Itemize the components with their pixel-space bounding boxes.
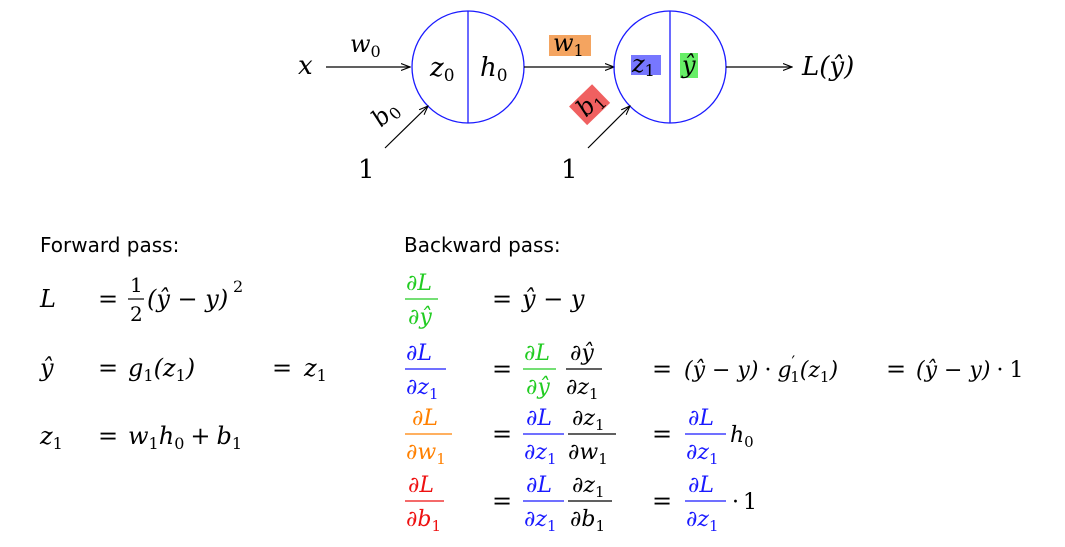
frac-db1-den: ∂b1 <box>406 507 441 535</box>
bwd-eq: = <box>492 285 512 313</box>
node-1-yhat: ŷ <box>681 51 696 79</box>
node-1-yhat-highlight <box>680 53 698 78</box>
frac-dL-num: ∂L <box>688 406 714 431</box>
bwd-h0: h0 <box>730 423 754 451</box>
bwd-chain-expr: (ŷ − y) · g′ 1(z1) <box>684 352 838 386</box>
bwd-row-db1: ∂L ∂b1 = ∂L ∂z1 ∂z1 ∂b1 = ∂L ∂z1 · 1 <box>405 473 757 535</box>
frac-dz1-den: ∂z1 <box>686 507 719 535</box>
forward-heading: Forward pass: <box>40 233 179 257</box>
node-1-z1: z1 <box>631 50 655 80</box>
node-0-h0: h0 <box>480 53 508 86</box>
fwd-z1-result: z1 <box>303 354 327 385</box>
fwd-eq-1: = <box>98 285 118 313</box>
fwd-half-den: 2 <box>130 302 143 326</box>
frac-dL-num: ∂L <box>526 406 552 431</box>
backward-pass: Backward pass: ∂L ∂ŷ = ŷ − y ∂L ∂z1 = ∂L… <box>404 233 1023 535</box>
frac-dyhat-den: ∂ŷ <box>408 305 432 330</box>
bwd-chain-final: (ŷ − y) · 1 <box>916 358 1023 383</box>
fwd-half-num: 1 <box>130 273 143 297</box>
bwd-times-one: · 1 <box>732 490 757 515</box>
input-x: x <box>298 51 313 81</box>
fwd-yhat: ŷ <box>39 354 54 382</box>
node-0-z0: z0 <box>429 53 455 86</box>
frac-dz1-num: ∂z1 <box>572 473 605 501</box>
fwd-sq-body: (ŷ − y) <box>147 285 228 313</box>
frac-dL-num: ∂L <box>526 473 552 498</box>
backward-heading: Backward pass: <box>404 233 561 257</box>
bwd-eq: = <box>652 487 672 515</box>
fwd-eq-2: = <box>98 354 118 382</box>
node-1-z1-highlight <box>631 55 661 75</box>
fwd-w1h0b1: w1h0 + b1 <box>128 422 242 453</box>
bias0-one: 1 <box>358 155 375 185</box>
bias1-one: 1 <box>561 155 578 185</box>
frac-dw1-den: ∂w1 <box>406 440 446 468</box>
network-diagram: x w0 z0 h0 b0 1 w1 z1 ŷ b1 1 L(ŷ) <box>298 10 854 185</box>
frac-dz1-den: ∂z1 <box>524 440 557 468</box>
fwd-g1z1: g1(z1) <box>128 354 195 385</box>
frac-dw1-den: ∂w1 <box>568 440 608 468</box>
weight-w1-highlight <box>549 35 591 56</box>
bwd-eq: = <box>492 487 512 515</box>
fwd-eq-4: = <box>98 422 118 450</box>
frac-dz1-den: ∂z1 <box>524 507 557 535</box>
bwd-eq: = <box>492 355 512 383</box>
frac-dyhat-num: ∂ŷ <box>570 341 594 366</box>
weight-w0: w0 <box>350 30 381 61</box>
bwd-eq: = <box>492 420 512 448</box>
fwd-eq-3: = <box>272 354 292 382</box>
frac-dL-num: ∂L <box>406 271 432 296</box>
fwd-sq-exp: 2 <box>233 277 243 296</box>
frac-dz1-num: ∂z1 <box>572 406 605 434</box>
bwd-eq: = <box>652 420 672 448</box>
bwd-eq: = <box>886 355 906 383</box>
bias-b1-highlight <box>569 84 611 126</box>
frac-dL-num: ∂L <box>406 341 432 366</box>
frac-dL-num: ∂L <box>688 473 714 498</box>
bwd-row-dyhat: ∂L ∂ŷ = ŷ − y <box>405 271 585 330</box>
frac-dz1-den: ∂z1 <box>566 375 599 403</box>
frac-dz1-den: ∂z1 <box>406 375 439 403</box>
edge-bias0-to-node0 <box>384 106 428 149</box>
bwd-row-dw1: ∂L ∂w1 = ∂L ∂z1 ∂z1 ∂w1 = ∂L ∂z1 h0 <box>405 406 754 468</box>
frac-dL-num: ∂L <box>524 341 550 366</box>
frac-db1-den: ∂b1 <box>570 507 605 535</box>
fwd-z1: z1 <box>39 422 63 453</box>
bias-b1-group: b1 <box>569 84 611 126</box>
frac-dz1-den: ∂z1 <box>686 440 719 468</box>
frac-dL-num: ∂L <box>412 406 438 431</box>
weight-w1: w1 <box>553 29 584 60</box>
bwd-yhat-minus-y: ŷ − y <box>521 285 585 313</box>
bias-b0: b0 <box>366 94 406 134</box>
frac-dyhat-den: ∂ŷ <box>526 375 550 400</box>
fwd-L: L <box>39 285 56 313</box>
bwd-eq: = <box>652 355 672 383</box>
loss-output: L(ŷ) <box>801 52 854 82</box>
edge-bias1-to-node1 <box>587 106 630 149</box>
bwd-row-dz1: ∂L ∂z1 = ∂L ∂ŷ ∂ŷ ∂z1 = (ŷ − y) · g′ 1(z1) … <box>405 341 1023 403</box>
frac-dL-num: ∂L <box>408 473 434 498</box>
forward-pass: Forward pass: L = 1 2 (ŷ − y) 2 ŷ = g1(z… <box>39 233 327 453</box>
